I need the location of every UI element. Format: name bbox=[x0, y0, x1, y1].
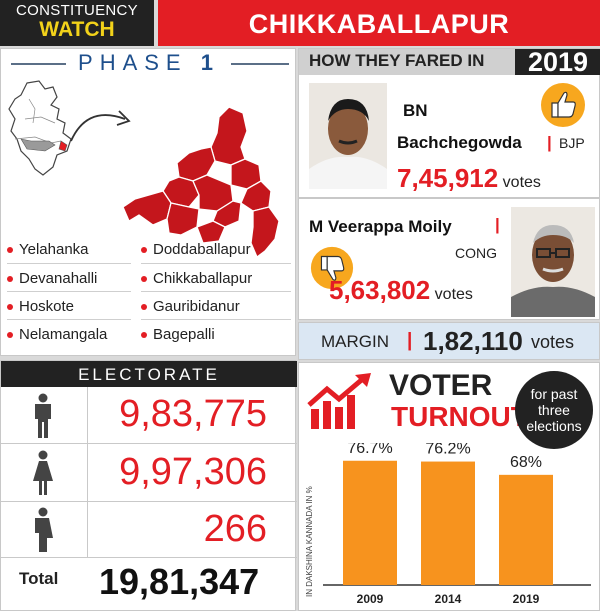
divider bbox=[1, 557, 297, 558]
x-tick-label: 2014 bbox=[435, 592, 462, 606]
bullet-icon bbox=[7, 246, 13, 253]
constituency-title: CHIKKABALLAPUR bbox=[158, 0, 600, 46]
divider bbox=[11, 63, 66, 65]
winner-votes: 7,45,912 votes bbox=[397, 163, 541, 194]
separator: | bbox=[495, 215, 500, 234]
results-panel: HOW THEY FARED IN 2019 BN Bachchegowda |… bbox=[298, 48, 600, 320]
taluk-list: Yelahanka Devanahalli Hoskote Nelamangal… bbox=[1, 241, 297, 357]
divider bbox=[231, 63, 289, 65]
list-item: Nelamangala bbox=[7, 326, 107, 343]
margin-label: MARGIN bbox=[321, 332, 389, 351]
winner-name-line-2: Bachchegowda bbox=[397, 133, 522, 152]
karnataka-map-icon bbox=[8, 80, 72, 176]
divider bbox=[7, 263, 131, 264]
winner-votes-label: votes bbox=[502, 174, 541, 191]
person-icon bbox=[511, 207, 595, 317]
divider bbox=[141, 319, 291, 320]
female-voters: 9,97,306 bbox=[119, 451, 267, 493]
list-item: Bagepalli bbox=[141, 326, 215, 343]
bar-2014 bbox=[421, 461, 475, 585]
runner-name: M Veerappa Moily bbox=[309, 217, 452, 236]
constituency-map-icon bbox=[122, 106, 280, 259]
constituency-watch-label: CONSTITUENCY WATCH bbox=[0, 0, 154, 46]
bullet-icon bbox=[141, 275, 147, 282]
list-item: Gauribidanur bbox=[141, 298, 240, 315]
arrow-icon bbox=[70, 110, 131, 142]
runner-party: CONG bbox=[455, 245, 497, 261]
x-tick-label: 2009 bbox=[357, 592, 384, 606]
list-item: Doddaballapur bbox=[141, 241, 251, 258]
separator: | bbox=[547, 133, 552, 152]
bullet-icon bbox=[7, 303, 13, 310]
bar-2019 bbox=[499, 474, 553, 585]
bar-value-label: 68% bbox=[510, 454, 542, 471]
person-icon bbox=[309, 83, 387, 189]
male-voters: 9,83,775 bbox=[119, 393, 267, 435]
list-item: Devanahalli bbox=[7, 270, 97, 287]
phase-panel: PHASE 1 Yelahanka Dev bbox=[0, 48, 296, 356]
x-tick-label: 2019 bbox=[513, 592, 540, 606]
electorate-title: ELECTORATE bbox=[1, 361, 297, 387]
winner-votes-value: 7,45,912 bbox=[397, 163, 499, 193]
turnout-badge: for past three elections bbox=[515, 371, 593, 449]
bar-value-label: 76.2% bbox=[425, 443, 470, 458]
bullet-icon bbox=[7, 275, 13, 282]
third-gender-icon bbox=[35, 507, 53, 552]
winner-photo bbox=[309, 83, 387, 189]
list-item: Hoskote bbox=[7, 298, 74, 315]
male-icon bbox=[35, 393, 51, 438]
axis-note: IN DAKSHINA KANNADA IN % bbox=[305, 486, 314, 597]
divider bbox=[1, 501, 297, 502]
winner-name-line-1: BN bbox=[403, 101, 428, 120]
runner-votes-label: votes bbox=[434, 286, 473, 303]
runner-votes: 5,63,802 votes bbox=[329, 275, 473, 306]
results-title: HOW THEY FARED IN bbox=[309, 51, 485, 70]
winner-party: BJP bbox=[559, 135, 585, 151]
divider bbox=[7, 319, 131, 320]
results-header: HOW THEY FARED IN 2019 bbox=[299, 49, 600, 76]
bar-2009 bbox=[343, 460, 397, 585]
turnout-title-line-1: VOTER bbox=[389, 369, 493, 402]
growth-chart-icon bbox=[307, 373, 371, 429]
runner-photo bbox=[511, 207, 595, 317]
bar-value-label: 76.7% bbox=[347, 443, 392, 457]
bullet-icon bbox=[141, 246, 147, 253]
phase-title: PHASE 1 bbox=[1, 49, 297, 77]
divider bbox=[87, 387, 88, 557]
turnout-panel: VOTER TURNOUT for past three elections I… bbox=[298, 362, 600, 611]
thumbs-up-icon bbox=[541, 83, 585, 127]
other-voters: 266 bbox=[203, 508, 267, 550]
runner-votes-value: 5,63,802 bbox=[329, 275, 431, 305]
list-item: Chikkaballapur bbox=[141, 270, 252, 287]
margin-bar: MARGIN | 1,82,110 votes bbox=[298, 322, 600, 360]
total-voters: 19,81,347 bbox=[99, 561, 260, 602]
divider bbox=[299, 197, 600, 199]
thumbs-down-icon bbox=[310, 246, 354, 290]
divider bbox=[141, 291, 291, 292]
divider bbox=[141, 263, 291, 264]
turnout-chart: 76.7% 2009 76.2% 2014 68% 2019 bbox=[323, 443, 591, 606]
bullet-icon bbox=[141, 303, 147, 310]
electorate-panel: ELECTORATE 9,83,775 9,97,306 266 Total 1… bbox=[0, 360, 297, 611]
turnout-title-line-2: TURNOUT bbox=[391, 401, 528, 432]
female-icon bbox=[33, 450, 53, 495]
margin-value: 1,82,110 bbox=[423, 326, 523, 356]
header-line-2: WATCH bbox=[39, 18, 115, 41]
phase-label: PHASE bbox=[78, 50, 188, 75]
results-year: 2019 bbox=[515, 49, 600, 76]
total-label: Total bbox=[19, 569, 59, 588]
margin-unit: votes bbox=[531, 332, 575, 352]
divider bbox=[7, 291, 131, 292]
phase-number: 1 bbox=[200, 50, 220, 75]
bullet-icon bbox=[141, 331, 147, 338]
list-item: Yelahanka bbox=[7, 241, 89, 258]
header-line-1: CONSTITUENCY bbox=[16, 2, 138, 19]
separator: | bbox=[407, 330, 413, 351]
bullet-icon bbox=[7, 331, 13, 338]
divider bbox=[1, 443, 297, 444]
